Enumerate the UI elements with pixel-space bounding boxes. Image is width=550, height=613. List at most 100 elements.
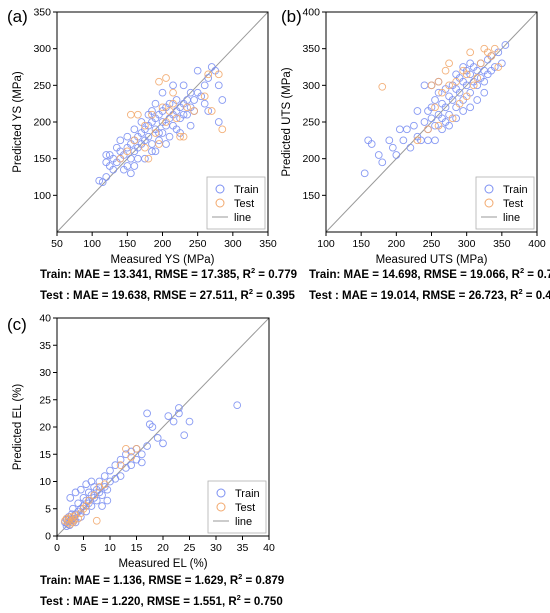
data-point xyxy=(127,154,135,163)
data-point xyxy=(183,110,191,119)
x-tick-label: 200 xyxy=(154,238,172,250)
data-point xyxy=(134,110,142,119)
data-point xyxy=(92,516,101,525)
data-point xyxy=(148,140,156,148)
data-point xyxy=(388,143,397,152)
data-point xyxy=(406,143,415,152)
y-tick-label: 300 xyxy=(302,80,320,92)
data-point xyxy=(151,129,160,137)
data-point xyxy=(84,499,93,508)
data-point xyxy=(175,409,183,418)
x-tick-label: 400 xyxy=(528,238,546,250)
legend-box xyxy=(206,176,266,230)
data-point xyxy=(165,99,174,108)
data-point xyxy=(403,125,411,134)
data-point xyxy=(141,143,149,152)
metrics-train-c: Train: MAE = 1.136, RMSE = 1.629, R2 = 0… xyxy=(40,572,285,587)
data-point xyxy=(132,444,141,453)
data-point xyxy=(153,434,162,442)
data-point xyxy=(179,110,188,119)
data-point xyxy=(434,77,443,86)
series-test xyxy=(61,444,141,528)
data-point xyxy=(116,154,125,163)
legend-test-marker xyxy=(484,198,494,208)
data-point xyxy=(396,125,404,134)
data-point xyxy=(424,136,432,145)
data-point xyxy=(155,77,163,86)
x-tick-label: 50 xyxy=(51,238,63,250)
data-point xyxy=(200,99,209,108)
x-tick-label: 300 xyxy=(224,238,242,250)
data-point xyxy=(179,132,188,141)
metrics-c: Train: MAE = 1.136, RMSE = 1.629, R2 = 0… xyxy=(40,571,284,613)
data-point xyxy=(441,66,450,75)
data-point xyxy=(399,136,408,145)
data-point xyxy=(466,70,475,79)
data-point xyxy=(116,455,125,464)
y-axis-label: Predicted YS (MPa) xyxy=(12,71,24,173)
data-point xyxy=(459,107,468,115)
data-point xyxy=(204,70,213,79)
data-point xyxy=(143,442,151,450)
data-point xyxy=(102,158,111,167)
data-point xyxy=(127,453,136,461)
data-point xyxy=(480,77,489,86)
data-point xyxy=(190,96,199,104)
data-point xyxy=(158,88,167,97)
x-tick-label: 200 xyxy=(388,238,406,250)
x-tick-label: 10 xyxy=(104,542,116,554)
data-point xyxy=(66,494,75,502)
data-point xyxy=(445,81,453,90)
data-point xyxy=(175,404,183,412)
x-tick-label: 350 xyxy=(493,238,511,250)
x-tick-label: 150 xyxy=(119,238,137,250)
data-point xyxy=(162,74,170,82)
data-point xyxy=(180,431,189,440)
x-tick-label: 350 xyxy=(259,238,277,250)
data-point xyxy=(473,81,482,90)
data-point xyxy=(218,96,227,104)
data-point xyxy=(151,147,160,156)
data-point xyxy=(82,496,91,505)
data-point xyxy=(90,491,98,499)
panel-letter: (c) xyxy=(7,315,27,334)
data-point xyxy=(87,477,96,486)
series-test xyxy=(116,70,227,163)
data-point xyxy=(473,74,482,82)
data-point xyxy=(130,136,139,145)
data-point xyxy=(109,165,118,174)
data-point xyxy=(480,88,489,97)
data-point xyxy=(158,103,167,112)
x-axis-label: Measured EL (%) xyxy=(118,558,207,570)
data-point xyxy=(360,169,369,178)
legend-test-marker xyxy=(215,198,225,208)
data-point xyxy=(164,412,173,420)
data-point xyxy=(385,136,394,145)
x-tick-label: 15 xyxy=(131,542,143,554)
y-tick-label: 150 xyxy=(33,153,51,165)
data-point xyxy=(448,114,457,123)
data-point xyxy=(144,132,153,141)
y-tick-label: 30 xyxy=(39,367,51,379)
data-point xyxy=(441,103,450,112)
data-point xyxy=(494,63,503,71)
y-tick-label: 300 xyxy=(33,43,51,55)
chart-b: 100 150 200 250 300 350 400 150 200 250 300 350 400 M… xyxy=(281,7,546,267)
data-point xyxy=(82,507,91,516)
data-point xyxy=(123,147,132,156)
data-point xyxy=(95,176,104,185)
data-point xyxy=(193,66,202,75)
data-point xyxy=(420,81,429,90)
data-point xyxy=(204,74,213,82)
data-point xyxy=(218,125,227,134)
data-point xyxy=(130,125,139,134)
data-point xyxy=(137,450,146,459)
y-tick-label: 150 xyxy=(302,190,320,202)
y-tick-label: 350 xyxy=(33,7,51,19)
data-point xyxy=(100,483,109,491)
data-point xyxy=(119,165,128,174)
data-point xyxy=(459,63,468,71)
data-point xyxy=(367,140,376,148)
data-point xyxy=(183,103,191,112)
